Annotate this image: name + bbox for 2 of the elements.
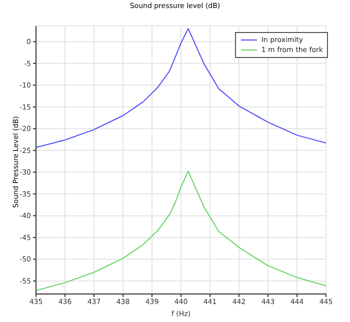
line-series [36,28,326,148]
line-series [36,170,326,292]
